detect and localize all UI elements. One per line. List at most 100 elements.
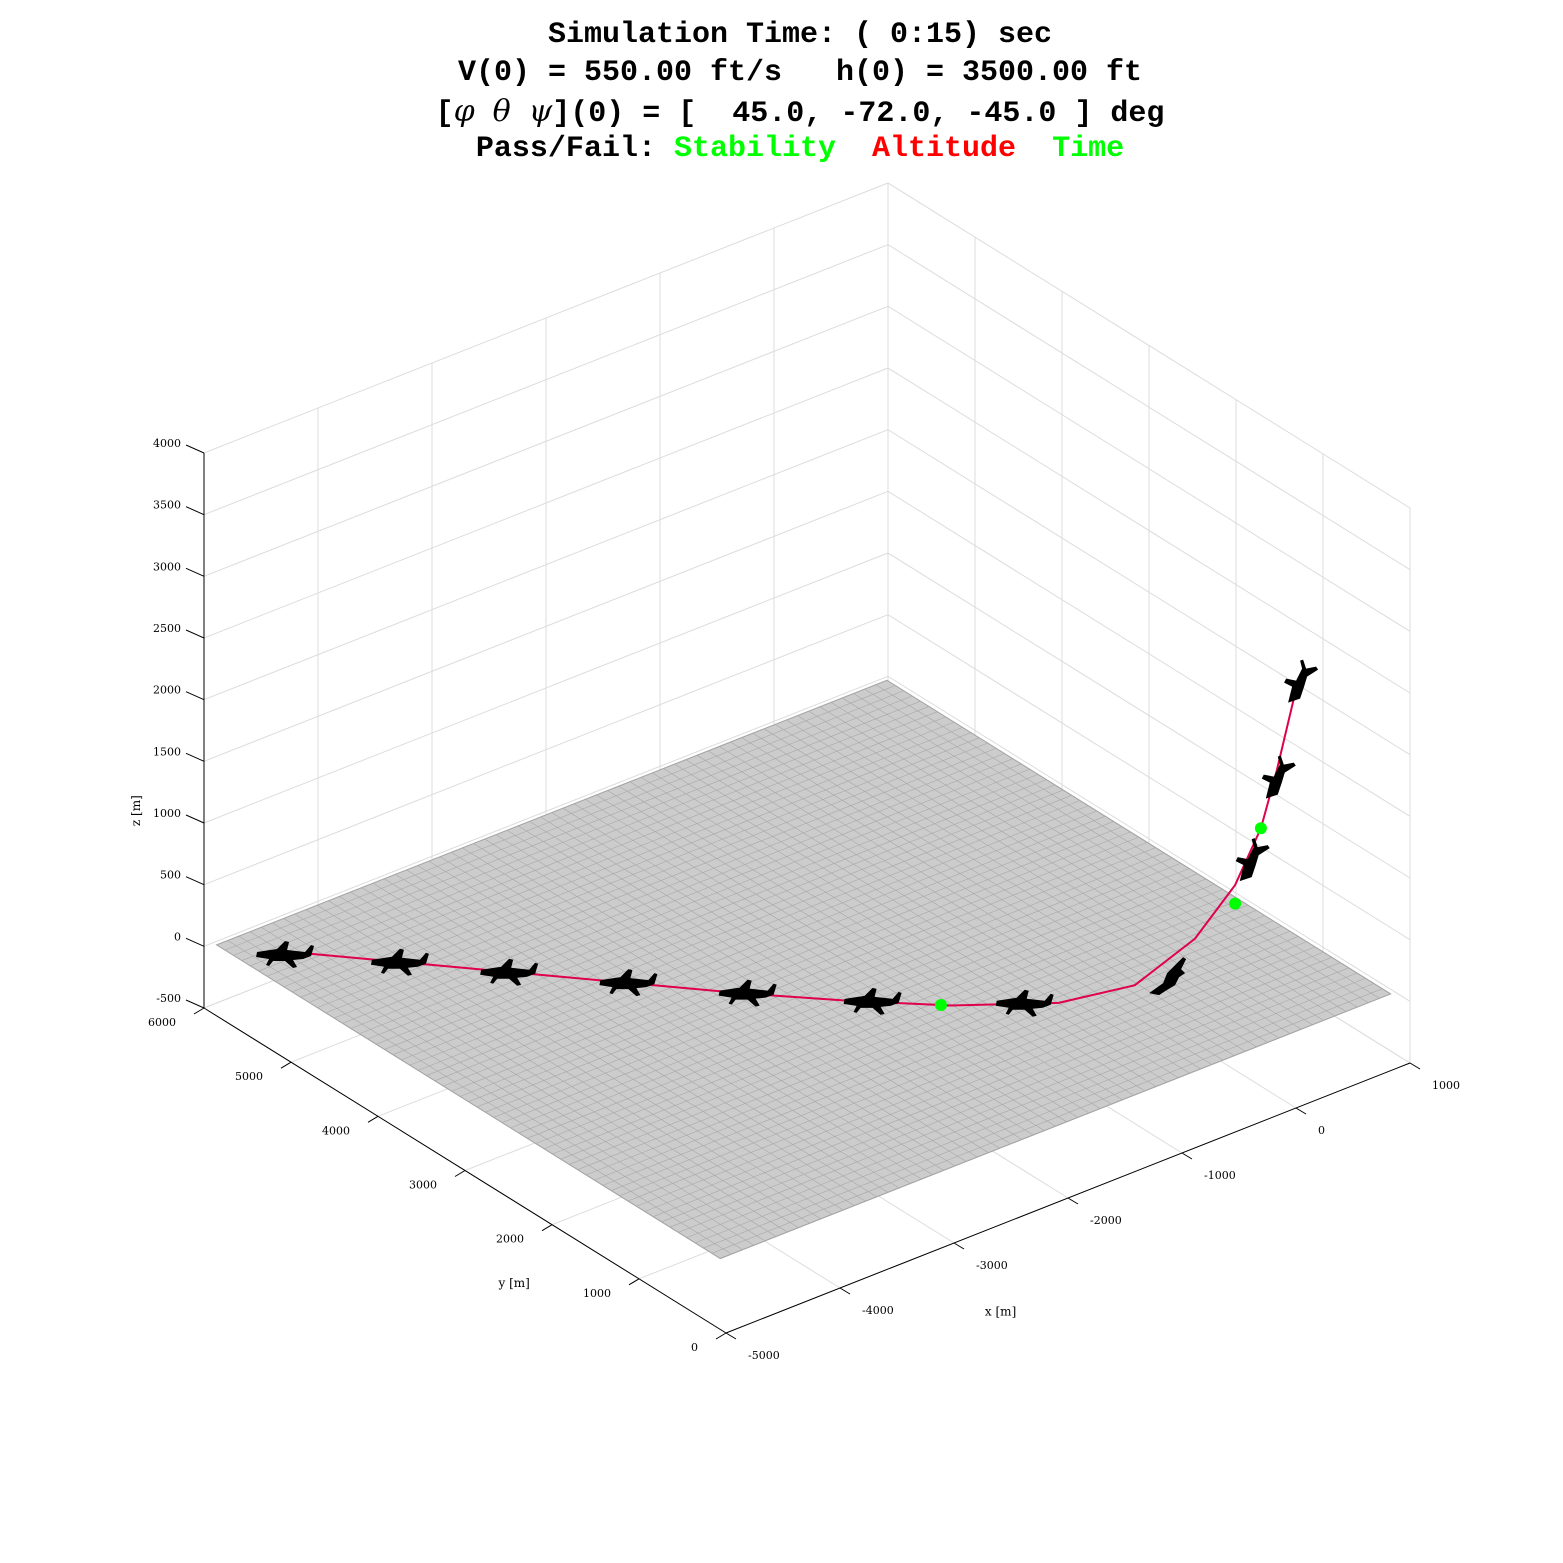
title-line-1-text: Simulation Time: ( 0:15) sec bbox=[547, 18, 1053, 52]
y-tick-mark bbox=[454, 1170, 466, 1177]
x-tick-mark bbox=[725, 1332, 737, 1340]
grid-line-z-right bbox=[887, 367, 1411, 694]
y-tick-label: 3000 bbox=[409, 1179, 437, 1192]
aircraft-icon bbox=[256, 940, 315, 968]
z-axis-label: z [m] bbox=[129, 795, 143, 826]
y-tick-label: 1000 bbox=[583, 1287, 611, 1300]
y-axis-label: y [m] bbox=[498, 1276, 530, 1290]
aircraft-icon bbox=[995, 989, 1054, 1017]
y-tick-label: 2000 bbox=[496, 1233, 524, 1246]
z-tick-label: 0 bbox=[174, 930, 181, 943]
z-tick-label: -500 bbox=[156, 992, 181, 1005]
pass-fail-label: Pass/Fail: bbox=[475, 132, 674, 166]
title-initial-conditions: V(0) = 550.00 ft/s h(0) = 3500.00 ft bbox=[0, 56, 1563, 90]
z-tick-mark bbox=[185, 506, 205, 516]
x-tick-mark bbox=[953, 1242, 965, 1250]
title-simulation-time: Simulation Time: ( 0:15) sec bbox=[0, 18, 1563, 52]
aircraft-silhouette bbox=[843, 987, 902, 1015]
x-tick-label: -4000 bbox=[862, 1304, 894, 1317]
y-tick-label: 4000 bbox=[322, 1124, 350, 1137]
grid-line-z-right bbox=[887, 614, 1411, 941]
z-tick-mark bbox=[185, 691, 205, 701]
status-stability: Stability bbox=[673, 132, 836, 166]
grid-line-z-back bbox=[203, 367, 889, 639]
z-tick-label: 2500 bbox=[153, 622, 181, 635]
x-tick-label: -2000 bbox=[1090, 1214, 1122, 1227]
x-tick-label: -3000 bbox=[976, 1259, 1008, 1272]
y-tick-mark bbox=[541, 1224, 553, 1232]
ground-mesh-line bbox=[216, 680, 888, 946]
ground-mesh-line bbox=[283, 721, 955, 987]
z-tick-mark bbox=[185, 937, 205, 947]
ground-mesh-line bbox=[300, 732, 971, 998]
y-tick-label: 0 bbox=[691, 1341, 698, 1354]
aircraft-icon bbox=[1284, 659, 1319, 703]
x-tick-label: -5000 bbox=[748, 1349, 780, 1362]
attitude-values: ](0) = [ 45.0, -72.0, -45.0 ] deg bbox=[552, 97, 1165, 131]
ground-mesh-line bbox=[875, 684, 1380, 999]
status-time: Time bbox=[1052, 132, 1125, 166]
grid-line-z-right bbox=[887, 552, 1411, 879]
aircraft-icon bbox=[718, 979, 777, 1007]
z-tick-mark bbox=[185, 876, 205, 886]
x-tick-label: -1000 bbox=[1204, 1169, 1236, 1182]
aircraft-icon bbox=[1149, 957, 1187, 996]
attitude-open-bracket: [ bbox=[435, 97, 454, 131]
grid-line-z-right bbox=[887, 675, 1411, 1002]
grid-line-z-right bbox=[887, 305, 1411, 632]
z-tick-mark bbox=[185, 814, 205, 824]
z-tick-mark bbox=[185, 567, 205, 577]
aircraft-silhouette bbox=[1284, 659, 1319, 703]
waypoint-marker bbox=[1254, 822, 1267, 835]
y-tick-mark bbox=[193, 1007, 205, 1015]
z-tick-label: 1000 bbox=[153, 807, 181, 820]
x-tick-mark bbox=[1295, 1107, 1307, 1115]
aircraft-silhouette bbox=[480, 958, 539, 986]
grid-line-z-back bbox=[203, 429, 889, 701]
ground-mesh-line bbox=[786, 719, 1291, 1034]
ground-mesh-line bbox=[797, 715, 1302, 1030]
x-tick-label: 0 bbox=[1318, 1124, 1325, 1137]
ground-mesh-line bbox=[808, 710, 1313, 1026]
ground-mesh-line bbox=[224, 685, 896, 951]
aircraft-icon bbox=[843, 987, 902, 1015]
grid-line-z-back bbox=[203, 552, 889, 824]
waypoint-marker bbox=[934, 999, 947, 1012]
aircraft-silhouette bbox=[1235, 838, 1270, 882]
status-altitude: Altitude bbox=[872, 132, 1017, 166]
aircraft-icon bbox=[1261, 755, 1296, 799]
y-tick-mark bbox=[628, 1278, 640, 1286]
z-tick-label: 500 bbox=[160, 869, 181, 882]
psi-symbol: ψ bbox=[528, 94, 553, 129]
waypoint-marker bbox=[1229, 897, 1242, 910]
y-tick-label: 5000 bbox=[235, 1070, 263, 1083]
grid-line-z-back bbox=[203, 490, 889, 762]
ground-mesh-line bbox=[886, 680, 1391, 995]
grid-line-z-right bbox=[887, 244, 1411, 571]
theta-symbol: θ bbox=[492, 94, 511, 129]
ground-mesh-line bbox=[819, 706, 1324, 1021]
ground-mesh-line bbox=[233, 690, 904, 956]
z-tick-label: 3000 bbox=[153, 560, 181, 573]
y-tick-mark bbox=[367, 1115, 379, 1123]
aircraft-icon bbox=[370, 948, 429, 976]
aircraft-silhouette bbox=[370, 948, 429, 976]
aircraft-icon bbox=[599, 969, 658, 997]
x-axis-label: x [m] bbox=[985, 1305, 1016, 1319]
x-tick-mark bbox=[839, 1287, 851, 1295]
z-tick-mark bbox=[185, 444, 205, 454]
title-attitude: [φ θ ψ](0) = [ 45.0, -72.0, -45.0 ] deg bbox=[0, 94, 1563, 131]
ground-mesh-line bbox=[853, 693, 1358, 1008]
aircraft-icon bbox=[1235, 838, 1270, 882]
grid-line-z-right bbox=[887, 490, 1411, 817]
grid-line-z-back bbox=[203, 614, 889, 886]
aircraft-silhouette bbox=[1261, 755, 1296, 799]
x-tick-mark bbox=[1181, 1152, 1193, 1160]
ground-mesh-line bbox=[266, 711, 938, 977]
title-pass-fail: Pass/Fail: Stability Altitude Time bbox=[0, 132, 1563, 166]
ground-mesh-line bbox=[275, 716, 946, 982]
aircraft-silhouette bbox=[718, 979, 777, 1007]
aircraft-silhouette bbox=[256, 940, 315, 968]
z-tick-label: 4000 bbox=[153, 437, 181, 450]
